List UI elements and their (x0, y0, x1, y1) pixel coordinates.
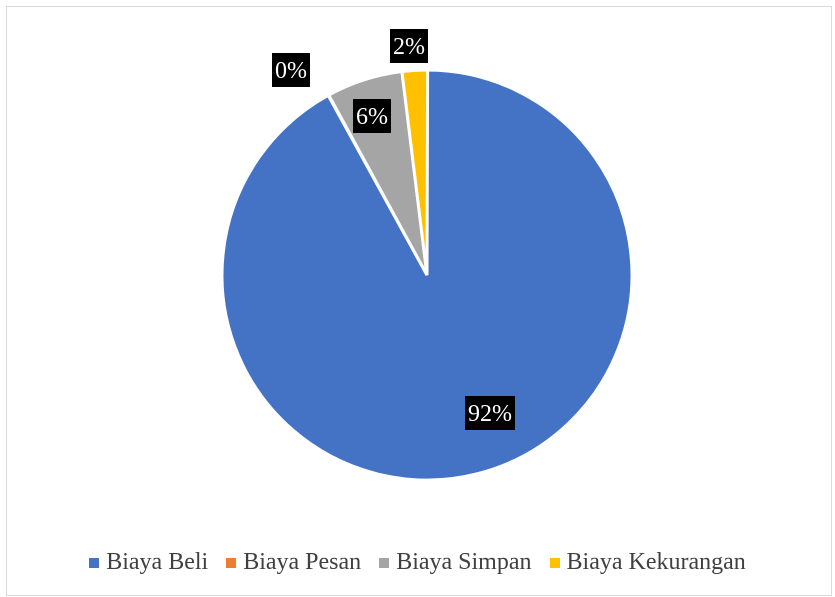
data-label-box (353, 99, 391, 133)
legend: Biaya Beli Biaya Pesan Biaya Simpan Biay… (0, 549, 835, 576)
legend-swatch (89, 557, 100, 568)
data-label-text: 2% (393, 34, 425, 60)
legend-item-biaya-pesan: Biaya Pesan (226, 549, 361, 576)
data-label-biaya-pesan: 0% (272, 53, 310, 87)
legend-item-biaya-beli: Biaya Beli (89, 549, 208, 576)
data-label-biaya-simpan: 6% (353, 99, 391, 133)
data-label-box (390, 29, 428, 63)
pie-slices (220, 68, 634, 482)
legend-label: Biaya Kekurangan (566, 549, 746, 575)
legend-item-biaya-simpan: Biaya Simpan (379, 549, 532, 576)
legend-label: Biaya Pesan (243, 549, 362, 575)
pie-slice-biaya-kekurangan (400, 68, 430, 276)
data-label-box (465, 396, 515, 430)
data-labels: 92% 0% 6% 2% (272, 29, 515, 430)
data-label-biaya-kekurangan: 2% (390, 29, 428, 63)
legend-label: Biaya Beli (106, 549, 209, 575)
data-label-text: 92% (468, 401, 512, 427)
data-label-box (272, 53, 310, 87)
data-label-text: 6% (356, 104, 388, 130)
legend-item-biaya-kekurangan: Biaya Kekurangan (549, 549, 746, 576)
data-label-biaya-beli: 92% (465, 396, 515, 430)
legend-swatch (226, 557, 237, 568)
legend-swatch (549, 557, 560, 568)
data-label-text: 0% (275, 58, 307, 84)
legend-label: Biaya Simpan (396, 549, 532, 575)
legend-swatch (379, 557, 390, 568)
